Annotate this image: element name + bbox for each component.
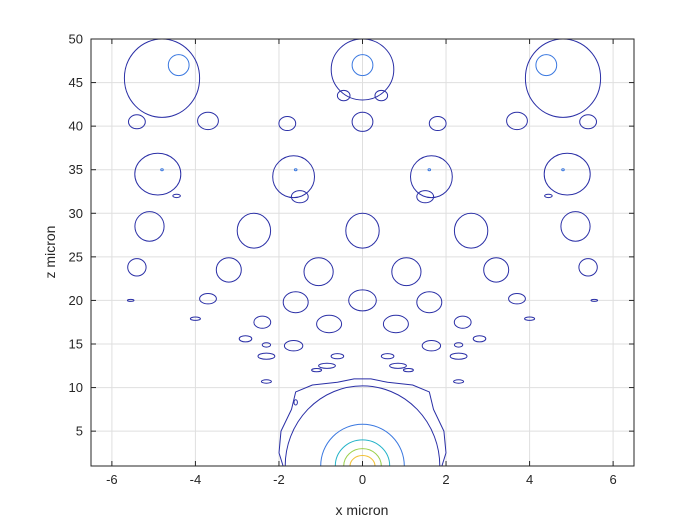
contour-line (134, 211, 165, 242)
y-tick-label: 20 (69, 293, 83, 308)
contour-line (272, 155, 316, 199)
contour-line (427, 168, 432, 172)
x-axis-label: x micron (336, 502, 389, 518)
contour-line (560, 211, 591, 242)
contour-line (508, 293, 526, 305)
contour-line (128, 114, 146, 130)
contour-line (380, 353, 395, 360)
contour-line (535, 54, 558, 77)
contour-line (284, 385, 441, 467)
contour-line (261, 342, 272, 348)
contour-line (336, 89, 351, 102)
contour-line (311, 368, 323, 373)
contour-line (260, 379, 272, 384)
contour-line (238, 335, 253, 343)
contour-line (348, 289, 377, 312)
contour-line (197, 111, 219, 131)
contour-line (351, 54, 374, 77)
contour-line (453, 342, 464, 348)
contour-line (590, 298, 599, 302)
contour-line (334, 439, 391, 467)
x-tick-label: -2 (273, 472, 285, 487)
contour-line (282, 291, 309, 314)
contour-line (316, 314, 343, 334)
contour-line (524, 316, 536, 321)
y-tick-label: 50 (69, 32, 83, 47)
contour-line (167, 54, 190, 77)
x-tick-label: 0 (359, 472, 366, 487)
contour-line (172, 193, 181, 199)
contour-line (349, 455, 376, 467)
contour-line (134, 152, 182, 196)
contour-line (293, 399, 298, 406)
x-tick-label: 4 (526, 472, 533, 487)
contour-line (236, 212, 272, 249)
contour-line (199, 293, 217, 305)
contour-line (453, 379, 465, 384)
contour-line (127, 258, 147, 277)
contour-line (453, 212, 489, 249)
y-tick-labels: 5 10 15 20 25 30 35 40 45 50 (69, 32, 634, 439)
contour-line (391, 257, 422, 287)
y-tick-label: 15 (69, 337, 83, 352)
y-tick-label: 5 (76, 424, 83, 439)
contour-line (402, 368, 414, 373)
contour-line (283, 340, 304, 352)
contour-line (330, 353, 345, 360)
contour-line (453, 315, 472, 329)
contour-line (290, 190, 309, 204)
x-tick-label: -4 (190, 472, 202, 487)
contour-line (374, 89, 389, 102)
contour-line (416, 291, 443, 314)
contour-line (345, 212, 380, 249)
contour-line (293, 168, 298, 172)
contour-line (544, 193, 553, 199)
contour-line (421, 340, 442, 352)
x-tick-label: 2 (442, 472, 449, 487)
contour-line (126, 298, 135, 302)
contour-line (428, 116, 447, 131)
contour-line (343, 448, 382, 467)
contour-line (410, 155, 453, 199)
contour-envelope (278, 378, 447, 467)
contour-lines (123, 38, 602, 467)
contour-line (160, 168, 164, 172)
plot-area: -6 -4 -2 0 2 4 6 5 10 15 20 25 30 35 40 45 50 (69, 32, 635, 487)
contour-line (303, 257, 334, 287)
contour-line (578, 258, 598, 277)
x-tick-labels: -6 -4 -2 0 2 4 6 (106, 39, 617, 487)
y-tick-label: 35 (69, 162, 83, 177)
contour-line (483, 257, 510, 283)
contour-line (320, 423, 405, 467)
contour-line (257, 352, 276, 360)
contour-line (543, 152, 591, 196)
contour-line (472, 335, 487, 343)
y-tick-label: 10 (69, 380, 83, 395)
contour-line (506, 111, 528, 131)
contour-line (382, 314, 409, 334)
y-tick-label: 45 (69, 75, 83, 90)
contour-line (189, 316, 201, 321)
contour-line (449, 352, 468, 360)
x-tick-label: 6 (609, 472, 616, 487)
contour-line (215, 257, 242, 283)
contour-line (351, 111, 374, 132)
y-tick-label: 40 (69, 119, 83, 134)
x-tick-label: -6 (106, 472, 118, 487)
contour-line (318, 362, 336, 369)
contour-line (416, 190, 435, 204)
contour-line (579, 114, 597, 130)
y-axis-label: z micron (42, 226, 58, 279)
contour-line (253, 315, 272, 329)
y-tick-label: 25 (69, 249, 83, 264)
contour-line (389, 362, 407, 369)
y-tick-label: 30 (69, 206, 83, 221)
contour-line (278, 116, 297, 131)
contour-line (561, 168, 565, 172)
